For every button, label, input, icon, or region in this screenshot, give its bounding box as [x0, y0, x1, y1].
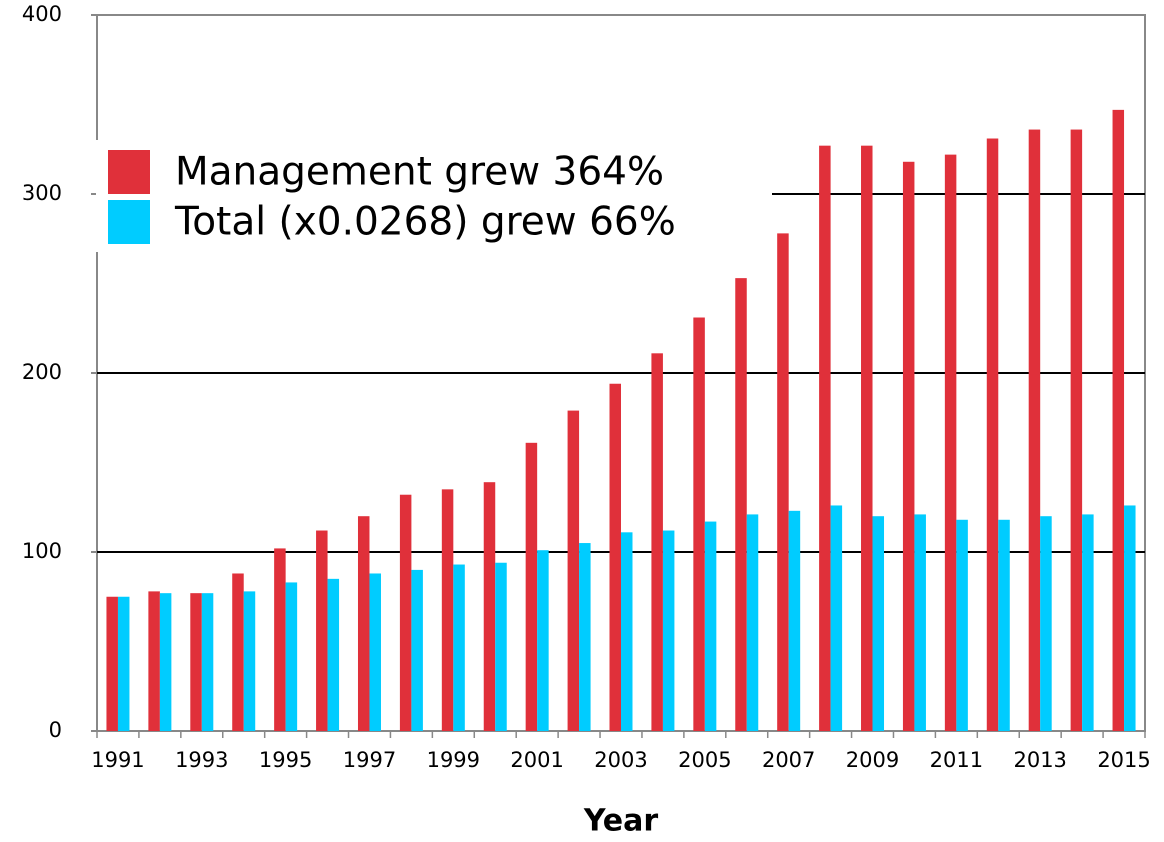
legend-swatch	[108, 200, 150, 244]
bar	[1040, 516, 1052, 731]
bar	[148, 591, 160, 731]
bar	[285, 582, 298, 731]
bar	[190, 593, 202, 731]
bar	[872, 516, 885, 731]
bar	[201, 593, 214, 731]
x-tick-label: 1991	[91, 748, 144, 772]
x-tick-label: 1999	[427, 748, 480, 772]
legend-swatch	[108, 150, 150, 194]
bar	[788, 510, 801, 731]
x-tick-label: 1997	[343, 748, 396, 772]
bar	[274, 548, 286, 731]
y-tick-label: 200	[22, 360, 62, 384]
bar	[861, 145, 873, 732]
bar	[495, 562, 507, 731]
bar	[1070, 129, 1083, 731]
bar	[998, 519, 1010, 731]
bar	[399, 494, 412, 731]
bar	[830, 505, 843, 731]
x-tick-label: 2001	[510, 748, 563, 772]
y-tick-label: 0	[49, 718, 62, 742]
x-tick-label: 1993	[175, 748, 228, 772]
bar	[914, 514, 926, 731]
bar	[704, 521, 717, 731]
bar	[316, 530, 328, 731]
x-axis-label: Year	[583, 804, 659, 839]
bar	[609, 383, 621, 731]
bar	[357, 516, 370, 731]
x-tick-label: 2007	[762, 748, 815, 772]
x-tick-label: 2009	[846, 748, 899, 772]
x-tick-label: 2015	[1097, 748, 1150, 772]
bar	[579, 543, 591, 731]
bar	[483, 482, 496, 731]
bar	[117, 596, 130, 731]
bar	[243, 591, 256, 731]
x-tick-label: 2003	[594, 748, 647, 772]
bar	[956, 519, 968, 731]
bar	[232, 573, 244, 731]
bar	[1028, 129, 1041, 731]
bar	[693, 317, 705, 731]
bar	[159, 593, 172, 731]
bar	[746, 514, 759, 731]
bar	[1082, 514, 1094, 731]
bar	[411, 569, 423, 731]
legend-label: Total (x0.0268) grew 66%	[174, 200, 676, 245]
bar	[1112, 109, 1125, 732]
bar	[1124, 505, 1136, 731]
bar	[986, 138, 999, 731]
bar	[453, 564, 465, 731]
x-tick-label: 2013	[1013, 748, 1066, 772]
bar	[369, 573, 381, 731]
bar	[567, 410, 580, 731]
bar	[735, 278, 747, 731]
legend-background	[96, 140, 772, 252]
x-tick-label: 2005	[678, 748, 731, 772]
legend-label: Management grew 364%	[175, 150, 664, 195]
bar	[777, 233, 789, 731]
bar	[537, 550, 549, 731]
bar	[662, 530, 675, 731]
x-tick-label: 2011	[930, 748, 983, 772]
bar	[902, 161, 915, 731]
bar	[944, 154, 957, 731]
bar	[106, 596, 118, 731]
bar	[819, 145, 831, 732]
bar	[525, 442, 538, 731]
bar	[441, 489, 454, 731]
bar	[651, 353, 663, 731]
x-tick-label: 1995	[259, 748, 312, 772]
y-tick-label: 400	[22, 2, 62, 26]
bar	[327, 578, 340, 731]
y-tick-label: 100	[22, 539, 62, 563]
bar	[621, 532, 633, 731]
y-tick-label: 300	[22, 181, 62, 205]
